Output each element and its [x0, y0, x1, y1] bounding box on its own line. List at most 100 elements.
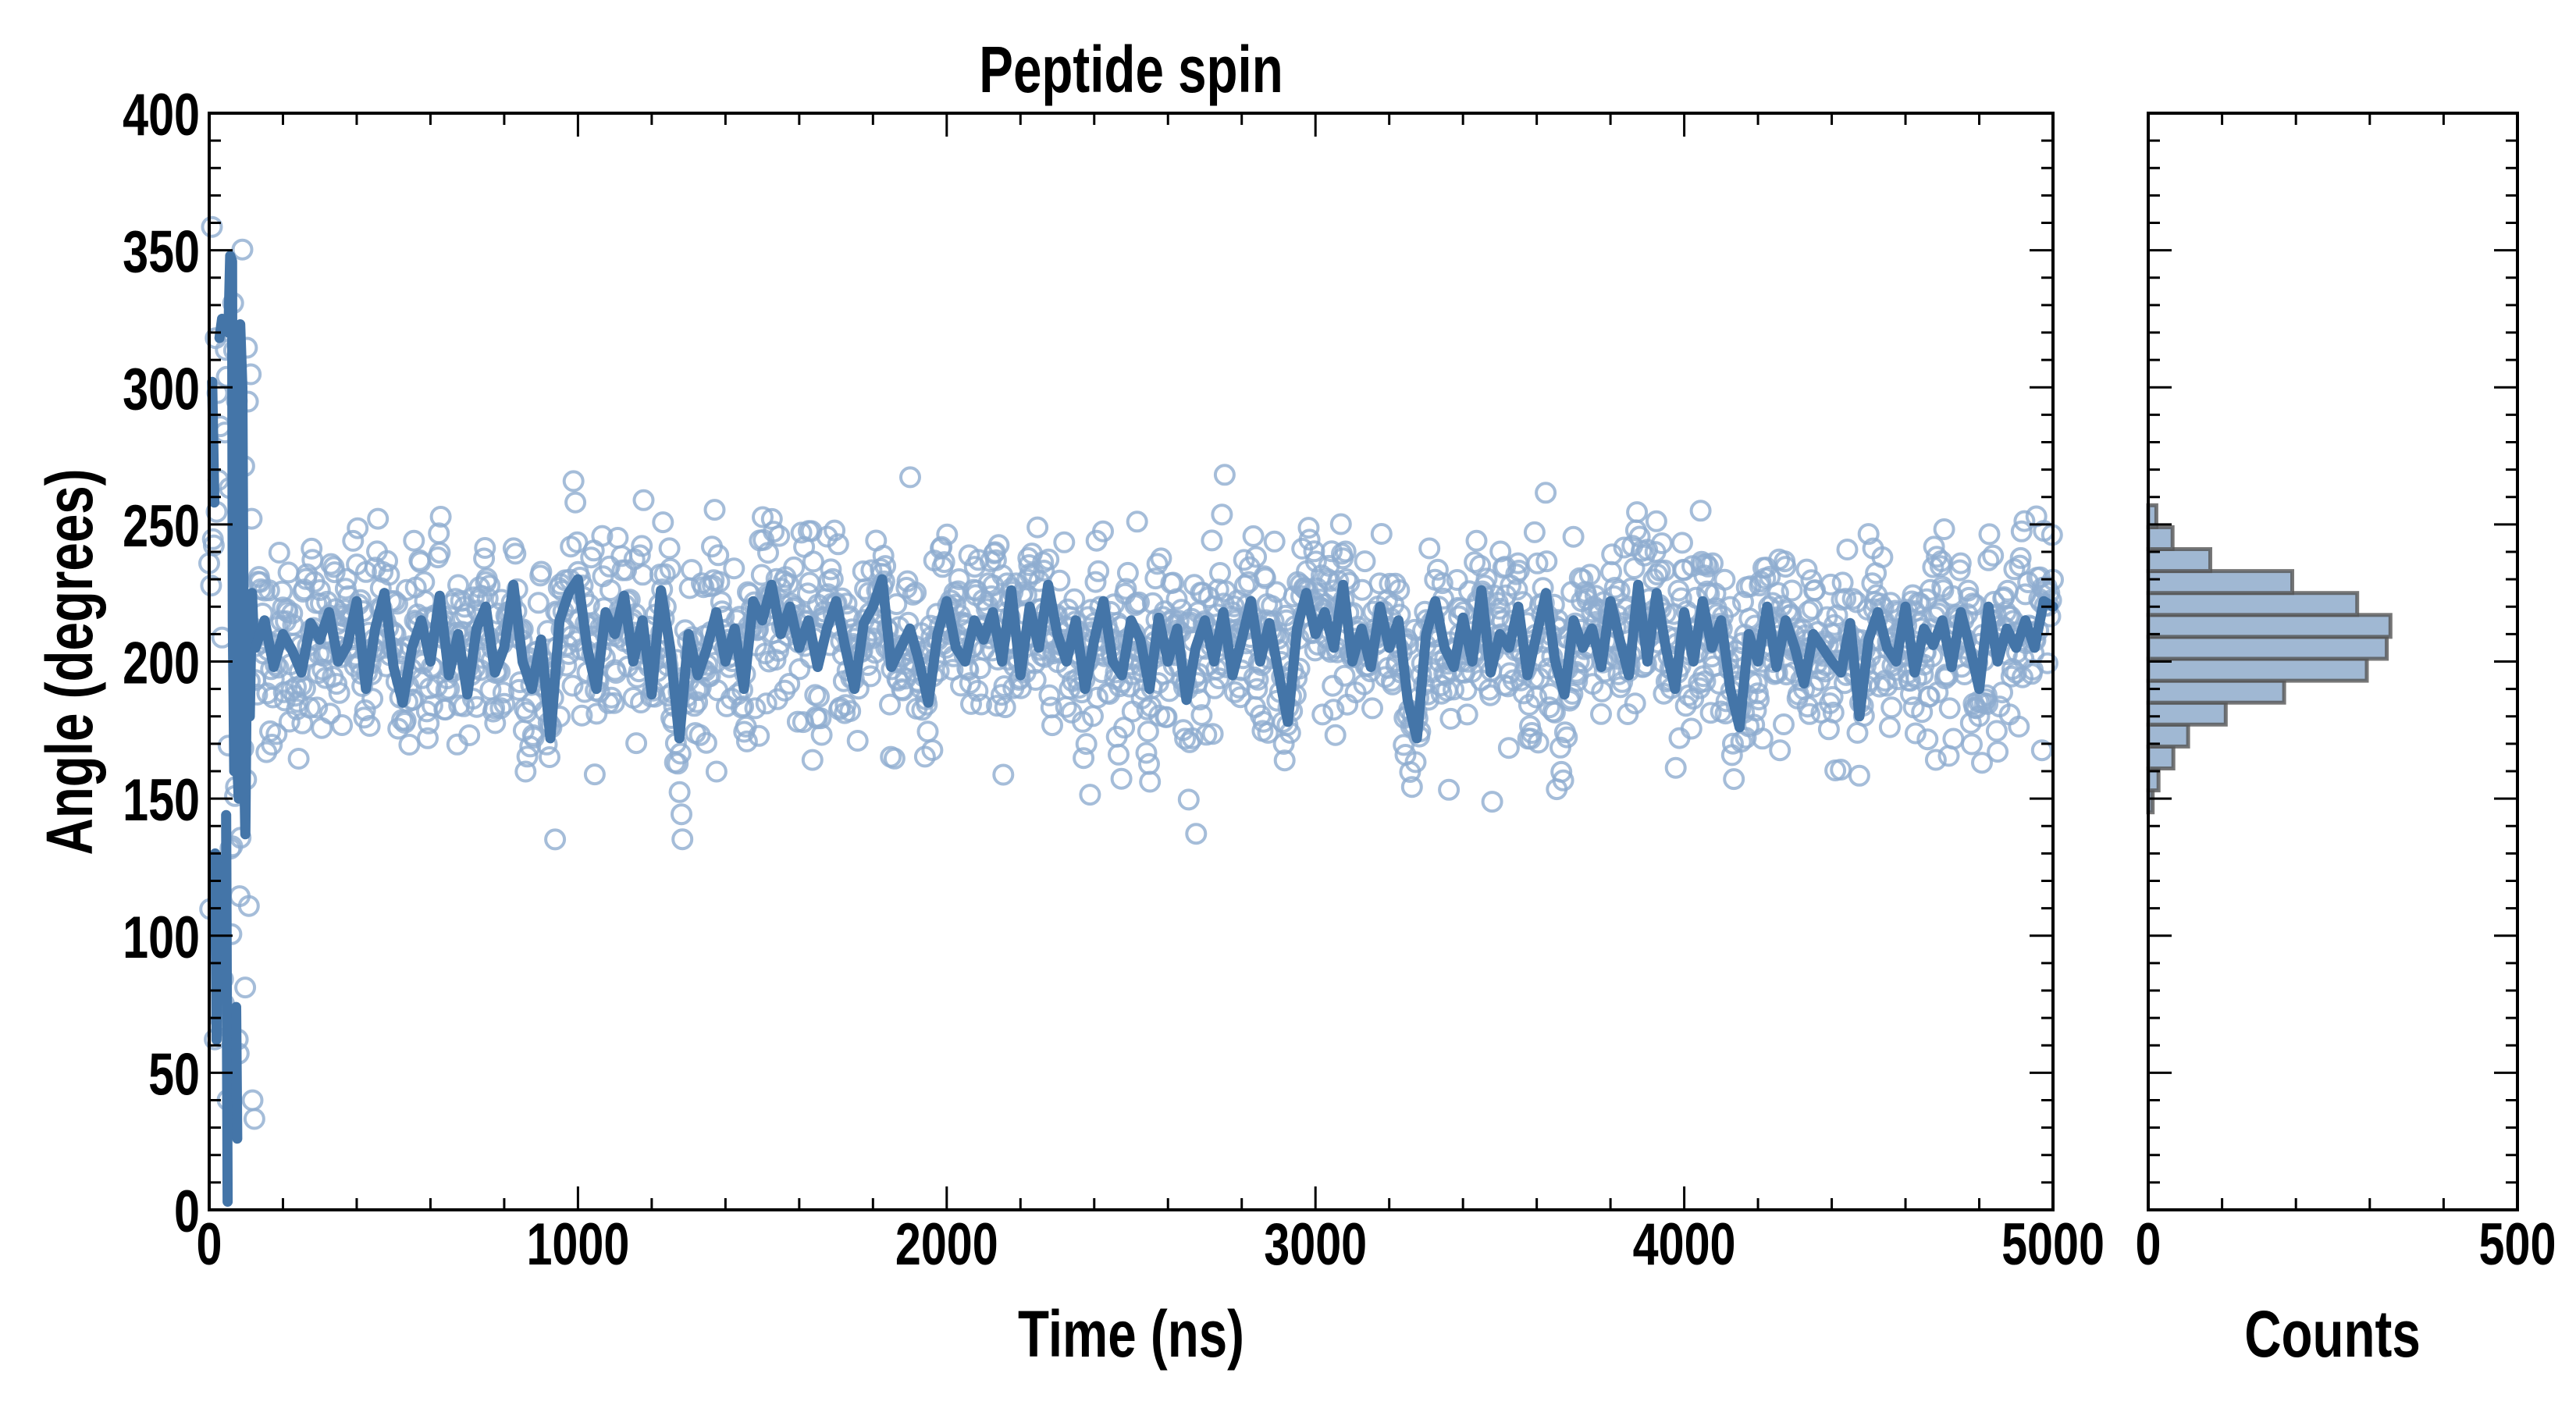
scatter-point: [1719, 596, 1742, 618]
scatter-point: [398, 734, 421, 756]
scatter-point: [802, 550, 824, 573]
scatter-point: [1229, 686, 1251, 709]
scatter-point: [1664, 756, 1687, 779]
scatter-point: [1512, 682, 1535, 705]
scatter-point: [1110, 767, 1133, 790]
scatter-point: [564, 491, 587, 514]
y-tick-label: 150: [123, 767, 200, 834]
scatter-point: [201, 215, 223, 238]
scatter-point: [801, 749, 824, 771]
histogram-bar: [2146, 656, 2369, 683]
scatter-point: [1924, 749, 1947, 771]
scatter-point: [707, 544, 730, 567]
scatter-point: [659, 557, 681, 580]
labels: Peptide spin Time (ns) Angle (degrees) C…: [33, 33, 2421, 1371]
scatter-point: [1165, 588, 1188, 610]
scatter-point: [1651, 532, 1673, 554]
scatter-point: [1246, 678, 1268, 700]
scatter-point: [1190, 704, 1213, 727]
scatter-point: [744, 697, 767, 720]
scatter-point: [1465, 529, 1488, 552]
scatter-point: [1254, 567, 1276, 589]
scatter-point: [658, 537, 681, 560]
histogram-x-axis-label: Counts: [2244, 1297, 2421, 1371]
scatter-point: [1868, 675, 1891, 698]
scatter-point: [1489, 540, 1512, 563]
scatter-point: [403, 529, 425, 552]
scatter-point: [504, 542, 527, 565]
scatter-point: [933, 551, 955, 574]
scatter-point: [1601, 543, 1624, 566]
scatter-point: [703, 499, 726, 521]
scatter-point: [839, 700, 862, 722]
scatter-point: [1904, 722, 1927, 745]
scatter-point: [1119, 675, 1141, 698]
scatter-point: [473, 547, 496, 570]
scatter-point: [1108, 743, 1130, 766]
scatter-point: [1429, 674, 1452, 697]
scatter-point: [668, 781, 691, 803]
scatter-point: [1400, 776, 1423, 799]
scatter-point: [768, 525, 791, 547]
scatter-point: [992, 763, 1015, 786]
scatter-point: [417, 727, 439, 749]
scatter-point: [948, 568, 970, 590]
scatter-point: [326, 673, 348, 695]
scatter-point: [1322, 674, 1344, 697]
scatter-point: [1916, 588, 1938, 610]
scatter-point: [1713, 568, 1736, 591]
scatter-point: [479, 574, 501, 597]
scatter-point: [1645, 510, 1667, 532]
scatter-point: [562, 470, 585, 493]
scatter-point: [808, 685, 830, 708]
scatter-point: [1578, 564, 1601, 586]
scatter-point: [916, 720, 939, 743]
histogram-bar: [2146, 591, 2360, 617]
scatter-point: [899, 466, 921, 489]
scatter-point: [1177, 788, 1200, 811]
scatter-point: [1933, 518, 1955, 540]
scatter-point: [631, 535, 653, 557]
scatter-point: [458, 724, 481, 746]
scatter-point: [1987, 741, 2009, 763]
scatter-point: [1137, 720, 1159, 743]
scatter-point: [277, 561, 300, 584]
scatter-point: [294, 677, 316, 699]
scatter-point: [1075, 733, 1098, 756]
scatter-point: [1624, 692, 1646, 715]
histogram-bar: [2146, 744, 2176, 771]
scatter-point: [1201, 529, 1223, 552]
scatter-point: [1174, 727, 1197, 750]
scatter-point: [1438, 778, 1461, 801]
scatter-point: [314, 667, 336, 689]
scatter-point: [287, 748, 310, 770]
histogram-x-tick-label: 0: [2136, 1211, 2161, 1278]
scatter-point: [1836, 539, 1859, 560]
scatter-point: [966, 680, 989, 702]
scatter-point: [301, 537, 323, 560]
scatter-point: [1024, 669, 1047, 691]
scatter-point: [1976, 693, 1999, 715]
scatter-point: [1479, 684, 1502, 706]
scatter-point: [1223, 681, 1246, 703]
scatter-point: [516, 745, 539, 768]
scatter-point: [827, 533, 849, 556]
scatter-point: [1322, 699, 1345, 721]
scatter-point: [2000, 665, 2023, 688]
scatter-point: [810, 724, 833, 746]
scatter-point: [1517, 694, 1540, 716]
scatter-point: [1073, 747, 1095, 770]
scatter-point: [1671, 532, 1693, 554]
scatter-point: [1507, 560, 1530, 582]
scatter-point: [1748, 688, 1770, 711]
scatter-point: [1489, 597, 1510, 620]
scatter-point: [1977, 549, 2000, 571]
scatter-point: [1469, 554, 1492, 577]
scatter-point: [1388, 579, 1411, 601]
scatter-point: [1404, 751, 1427, 774]
scatter-point: [328, 681, 350, 704]
scatter-point: [2030, 739, 2053, 762]
scatter-point: [2010, 520, 2033, 542]
scatter-point: [1211, 503, 1233, 526]
scatter-point: [202, 534, 225, 557]
